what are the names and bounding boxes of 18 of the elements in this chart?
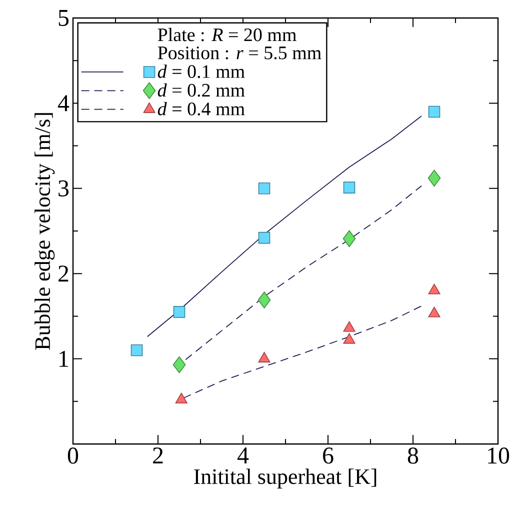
legend-label: d = 0.4 mm bbox=[158, 102, 245, 116]
y-tick-label: 2 bbox=[58, 266, 68, 282]
annotation: Position : r = 5.5 mm bbox=[158, 46, 322, 60]
y-tick-label: 4 bbox=[58, 95, 70, 112]
x-tick-label: 6 bbox=[323, 448, 334, 464]
y-axis-title: Bubble edge velocity [m/s] bbox=[34, 113, 55, 350]
x-tick-label: 4 bbox=[237, 448, 249, 464]
x-tick-label: 8 bbox=[408, 448, 418, 464]
x-axis-title: Initital superheat [K] bbox=[194, 468, 376, 489]
annotation: Plate : R = 20 mm bbox=[158, 28, 296, 42]
legend-label: d = 0.1 mm bbox=[158, 64, 245, 78]
y-tick-label: 1 bbox=[60, 350, 68, 367]
y-tick-label: 5 bbox=[58, 10, 69, 26]
x-tick-label: 0 bbox=[68, 448, 78, 464]
legend-label: d = 0.2 mm bbox=[158, 83, 245, 97]
y-tick-label: 3 bbox=[58, 180, 69, 196]
x-tick-label: 2 bbox=[153, 448, 163, 464]
x-tick-label: 10 bbox=[488, 448, 510, 464]
